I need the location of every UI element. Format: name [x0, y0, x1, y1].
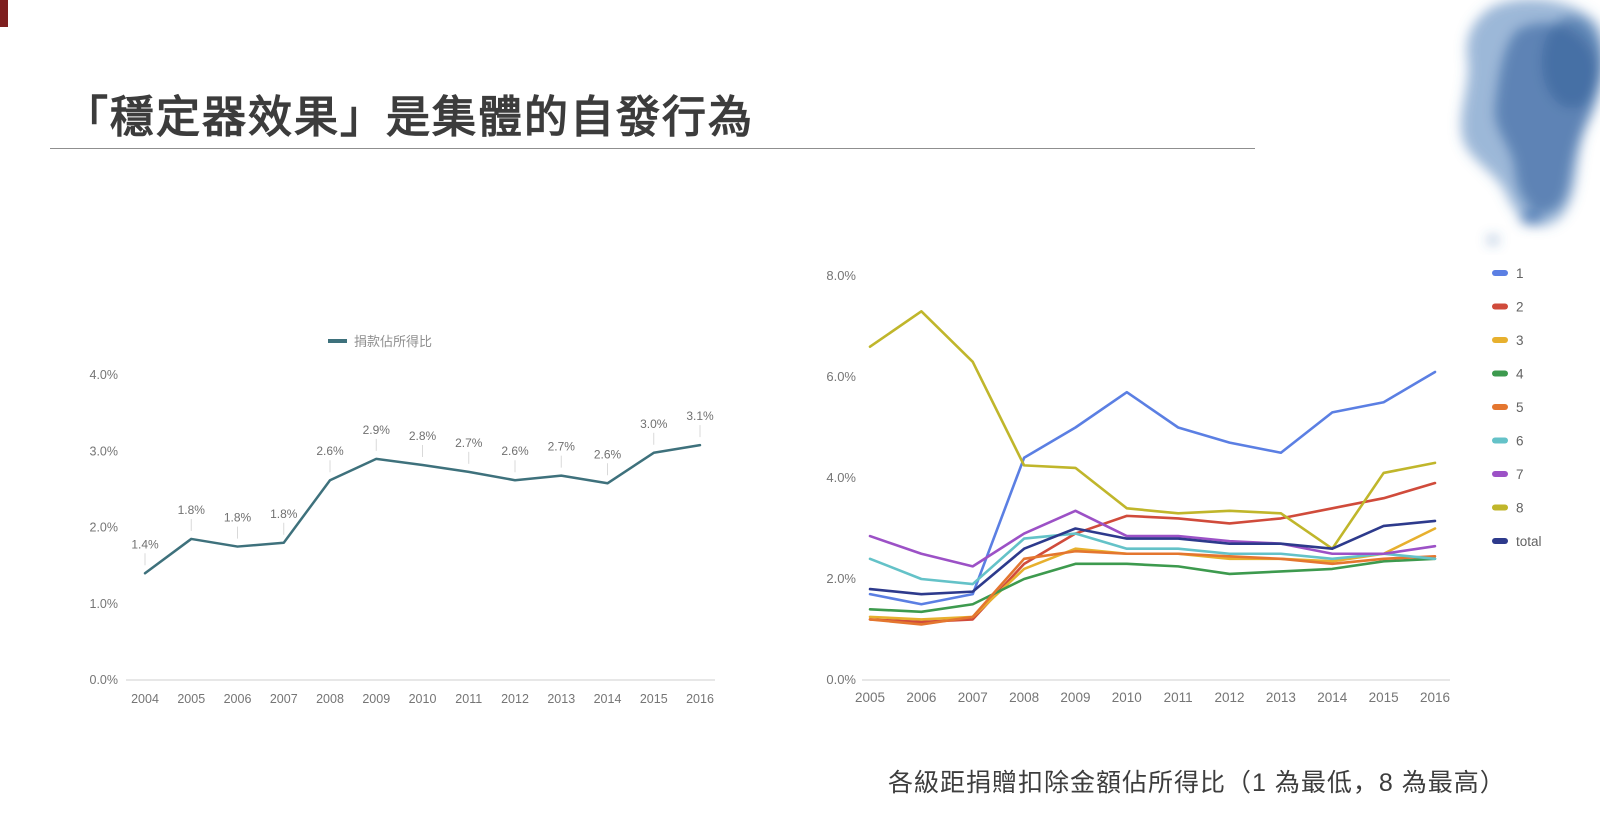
- legend-label: 捐款佔所得比: [354, 334, 432, 349]
- x-axis-label: 2013: [1266, 690, 1296, 705]
- series-line-8: [868, 310, 1437, 551]
- legend-swatch-8: [1492, 504, 1508, 511]
- x-axis-label: 2014: [594, 692, 622, 706]
- data-point-label: 1.8%: [178, 503, 206, 517]
- legend-label-2: 2: [1516, 300, 1524, 315]
- x-axis-label: 2014: [1317, 690, 1348, 705]
- y-axis-label: 6.0%: [826, 369, 856, 384]
- legend-swatch-4: [1492, 370, 1508, 377]
- legend-label-5: 5: [1516, 400, 1524, 415]
- data-point-label: 2.6%: [316, 444, 344, 458]
- x-axis-label: 2010: [1112, 690, 1142, 705]
- data-point-label: 2.7%: [548, 440, 576, 454]
- y-axis-label: 2.0%: [826, 571, 856, 586]
- series-line-total: [868, 519, 1437, 596]
- series-line-1: [868, 370, 1437, 606]
- data-point-label: 1.8%: [270, 507, 298, 521]
- legend-swatch-6: [1492, 437, 1508, 444]
- x-axis-label: 2007: [270, 692, 298, 706]
- data-point-label: 1.4%: [131, 537, 159, 551]
- data-point-label: 3.0%: [640, 417, 668, 431]
- x-axis-label: 2004: [131, 692, 159, 706]
- legend-swatch-3: [1492, 337, 1508, 343]
- x-axis-label: 2012: [1215, 690, 1245, 705]
- data-point-label: 2.6%: [501, 444, 529, 458]
- data-point-label: 3.1%: [686, 409, 714, 423]
- y-axis-label: 2.0%: [90, 521, 119, 535]
- legend-label-7: 7: [1516, 467, 1524, 482]
- legend-label-8: 8: [1516, 501, 1524, 516]
- x-axis-label: 2006: [224, 692, 252, 706]
- legend-label-3: 3: [1516, 333, 1524, 348]
- x-axis-label: 2012: [501, 692, 529, 706]
- series-line-4: [868, 557, 1437, 614]
- x-axis-label: 2008: [316, 692, 344, 706]
- watercolor-splash-decoration: [1461, 0, 1600, 244]
- corner-accent-mark: [0, 0, 8, 27]
- x-axis-label: 2015: [640, 692, 668, 706]
- x-axis-label: 2009: [362, 692, 390, 706]
- x-axis-label: 2007: [958, 690, 988, 705]
- y-axis-label: 1.0%: [90, 597, 119, 611]
- donation-ratio-line-chart: 捐款佔所得比 0.0% 1.0% 2.0% 3.0% 4.0% 2004 2005 2006 20…: [90, 334, 715, 706]
- x-axis-label: 2015: [1369, 690, 1399, 705]
- x-axis-label: 2016: [1420, 690, 1450, 705]
- x-axis-label: 2008: [1009, 690, 1039, 705]
- series-line-7: [868, 509, 1437, 568]
- y-axis-label: 8.0%: [826, 268, 856, 283]
- x-axis-label: 2013: [547, 692, 575, 706]
- x-axis-label: 2016: [686, 692, 714, 706]
- x-axis-label: 2011: [455, 692, 482, 706]
- y-axis-label: 0.0%: [90, 673, 119, 687]
- legend-swatch-total: [1492, 538, 1508, 544]
- bracket-deduction-line-chart: 0.0% 2.0% 4.0% 6.0% 8.0% 2005 2006 2007 2008 2009…: [826, 266, 1542, 705]
- y-axis-label: 4.0%: [90, 368, 119, 382]
- data-point-label: 2.6%: [594, 447, 622, 461]
- data-point-label: 2.8%: [409, 429, 437, 443]
- legend-swatch-2: [1492, 303, 1508, 310]
- legend-swatch-7: [1492, 471, 1508, 477]
- page-title: 「穩定器效果」是集體的自發行為: [64, 93, 754, 143]
- legend-label-6: 6: [1516, 434, 1524, 449]
- legend-label-4: 4: [1516, 367, 1524, 382]
- y-axis-label: 0.0%: [826, 672, 856, 687]
- x-axis-label: 2005: [855, 690, 885, 705]
- title-divider: [50, 148, 1255, 149]
- x-axis-label: 2009: [1060, 690, 1090, 705]
- legend-label-1: 1: [1516, 266, 1524, 281]
- y-axis-label: 3.0%: [90, 444, 119, 458]
- y-axis-label: 4.0%: [826, 470, 856, 485]
- chart-caption: 各級距捐贈扣除金額佔所得比（1 為最低，8 為最高）: [888, 769, 1506, 797]
- x-axis-label: 2010: [409, 692, 437, 706]
- data-point-label: 1.8%: [224, 511, 252, 525]
- x-axis-label: 2011: [1164, 690, 1193, 705]
- data-point-label: 2.7%: [455, 436, 483, 450]
- legend-swatch-5: [1492, 404, 1508, 410]
- series-line: [143, 443, 702, 575]
- series-line-6: [868, 532, 1437, 586]
- series-line-2: [868, 481, 1437, 624]
- x-axis-label: 2005: [177, 692, 205, 706]
- legend-label-total: total: [1516, 534, 1542, 549]
- series-line-5: [868, 549, 1437, 626]
- x-axis-label: 2006: [906, 690, 936, 705]
- data-point-label: 2.9%: [363, 423, 391, 437]
- legend-swatch-1: [1492, 270, 1508, 276]
